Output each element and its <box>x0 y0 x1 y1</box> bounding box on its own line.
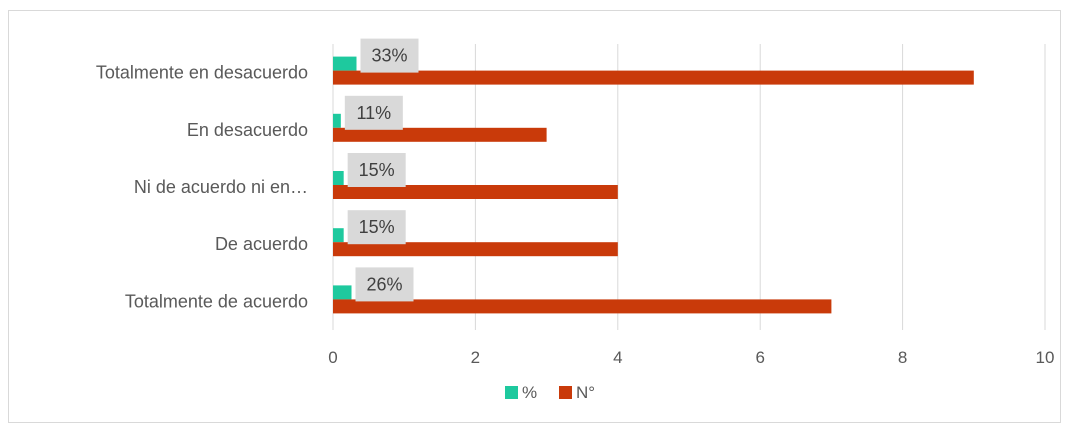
data-label-box <box>360 38 419 73</box>
x-tick-label: 2 <box>471 348 480 367</box>
bar-percent <box>333 228 344 243</box>
bar-count <box>333 127 547 142</box>
legend-swatch <box>559 386 572 399</box>
legend: % N° <box>505 383 595 402</box>
data-label: 26% <box>366 274 402 294</box>
legend-swatch <box>505 386 518 399</box>
gridlines <box>332 44 1046 330</box>
x-tick-labels: 0 2 4 6 8 10 <box>328 348 1054 367</box>
x-tick-label: 6 <box>755 348 764 367</box>
category-label: Totalmente de acuerdo <box>125 291 308 311</box>
x-tick-label: 0 <box>328 348 337 367</box>
bar-percent <box>333 56 357 71</box>
bar-percent <box>333 113 341 128</box>
category-label: De acuerdo <box>215 234 308 254</box>
data-label-box <box>344 95 403 130</box>
bar-percent <box>333 171 344 185</box>
bar-count <box>333 185 618 199</box>
x-tick-label: 10 <box>1036 348 1055 367</box>
data-label-box <box>355 267 414 302</box>
data-labels: 33% 11% 15% 15% 26% <box>344 38 419 302</box>
category-labels: Totalmente en desacuerdo En desacuerdo Ni … <box>96 63 308 312</box>
bar-percent <box>333 285 352 300</box>
data-label: 15% <box>359 160 395 180</box>
legend-label: N° <box>576 383 595 402</box>
bar-count <box>333 70 974 85</box>
data-label: 15% <box>359 217 395 237</box>
category-label: En desacuerdo <box>187 120 308 140</box>
bar-count <box>333 242 618 257</box>
data-label: 11% <box>356 103 391 123</box>
data-label-box <box>347 153 406 187</box>
data-label: 33% <box>371 46 407 66</box>
x-tick-label: 4 <box>613 348 622 367</box>
x-tick-label: 8 <box>898 348 907 367</box>
data-label-box <box>347 210 406 245</box>
legend-label: % <box>522 383 537 402</box>
category-label: Totalmente en desacuerdo <box>96 63 308 83</box>
bars <box>333 56 974 314</box>
category-label: Ni de acuerdo ni en… <box>134 177 308 197</box>
bar-count <box>333 299 832 314</box>
